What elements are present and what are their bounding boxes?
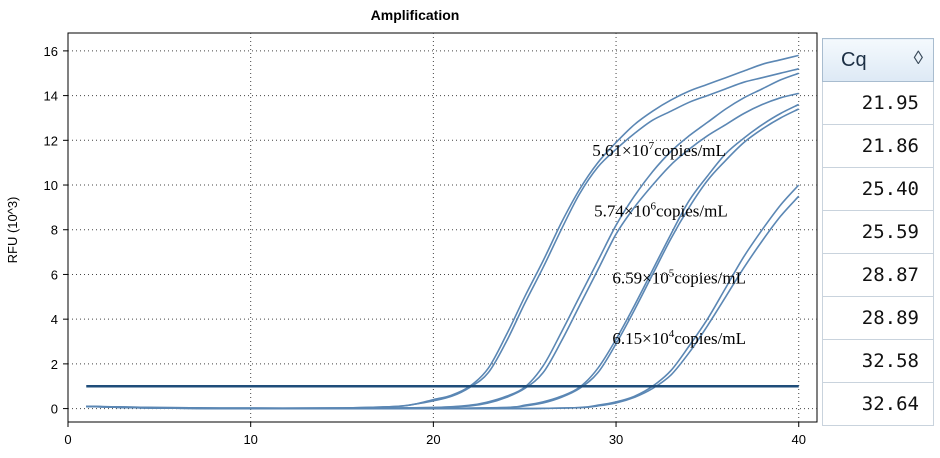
y-tick-label-7: 14 xyxy=(44,89,58,104)
amplification-chart: Amplification RFU (10^3) 0 10 20 30 40 0 2 4 6 8 1… xyxy=(5,7,818,447)
y-tick-label-8: 16 xyxy=(44,44,58,59)
cq-table: Cq ◊ 21.95 21.86 25.40 25.59 28.87 28.89 32.58… xyxy=(822,38,934,426)
cq-row[interactable]: 28.87 xyxy=(822,253,934,297)
y-tick-label-6: 12 xyxy=(44,133,58,148)
cq-value-1: 21.95 xyxy=(822,81,934,125)
concentration-label-3: 6.59×105copies/mL xyxy=(612,267,746,287)
cq-value-4: 25.59 xyxy=(822,210,934,254)
x-tick-label-2: 20 xyxy=(426,432,440,447)
concentration-label-1: 5.61×107copies/mL xyxy=(592,140,726,160)
concentration-label-2: 5.74×106copies/mL xyxy=(594,200,728,220)
y-tick-label-0: 0 xyxy=(51,402,58,417)
cq-row[interactable]: 21.86 xyxy=(822,124,934,168)
plot-area xyxy=(67,32,818,423)
cq-table-body: 21.95 21.86 25.40 25.59 28.87 28.89 32.58 32.64 xyxy=(822,81,934,426)
amplification-curves xyxy=(86,54,800,410)
amplification-curve-3 xyxy=(86,72,799,410)
cq-row[interactable]: 32.58 xyxy=(822,339,934,383)
chart-title: Amplification xyxy=(371,7,460,23)
cq-value-2: 21.86 xyxy=(822,124,934,168)
cq-value-8: 32.64 xyxy=(822,382,934,426)
cq-value-7: 32.58 xyxy=(822,339,934,383)
y-tick-label-5: 10 xyxy=(44,178,58,193)
cq-row[interactable]: 21.95 xyxy=(822,81,934,125)
amplification-curve-8 xyxy=(86,195,800,410)
x-tick-label-4: 40 xyxy=(791,432,805,447)
cq-value-5: 28.87 xyxy=(822,253,934,297)
amplification-curve-1 xyxy=(86,54,799,409)
y-tick-label-4: 8 xyxy=(51,223,58,238)
grid xyxy=(68,33,817,422)
x-tick-label-3: 30 xyxy=(609,432,623,447)
y-tick-label-2: 4 xyxy=(51,312,58,327)
concentration-label-4: 6.15×104copies/mL xyxy=(612,328,746,348)
y-axis-label: RFU (10^3) xyxy=(5,197,20,264)
x-tick-label-1: 10 xyxy=(243,432,257,447)
cq-column-header[interactable]: Cq ◊ xyxy=(822,38,934,82)
cq-value-3: 25.40 xyxy=(822,167,934,211)
y-tick-label-3: 6 xyxy=(51,267,58,282)
y-tick-label-1: 2 xyxy=(51,357,58,372)
sort-diamond-icon[interactable]: ◊ xyxy=(913,48,923,69)
cq-value-6: 28.89 xyxy=(822,296,934,340)
cq-header-label: Cq xyxy=(841,48,867,71)
concentration-annotations: 5.61×107copies/mL 5.74×106copies/mL 6.59×1… xyxy=(592,140,746,348)
x-tick-label-0: 0 xyxy=(64,432,71,447)
cq-row[interactable]: 28.89 xyxy=(822,296,934,340)
amplification-curve-2 xyxy=(86,68,799,409)
cq-row[interactable]: 32.64 xyxy=(822,382,934,426)
axis-ticks: 0 10 20 30 40 0 2 4 6 8 10 12 14 16 xyxy=(44,44,806,447)
cq-row[interactable]: 25.59 xyxy=(822,210,934,254)
cq-row[interactable]: 25.40 xyxy=(822,167,934,211)
